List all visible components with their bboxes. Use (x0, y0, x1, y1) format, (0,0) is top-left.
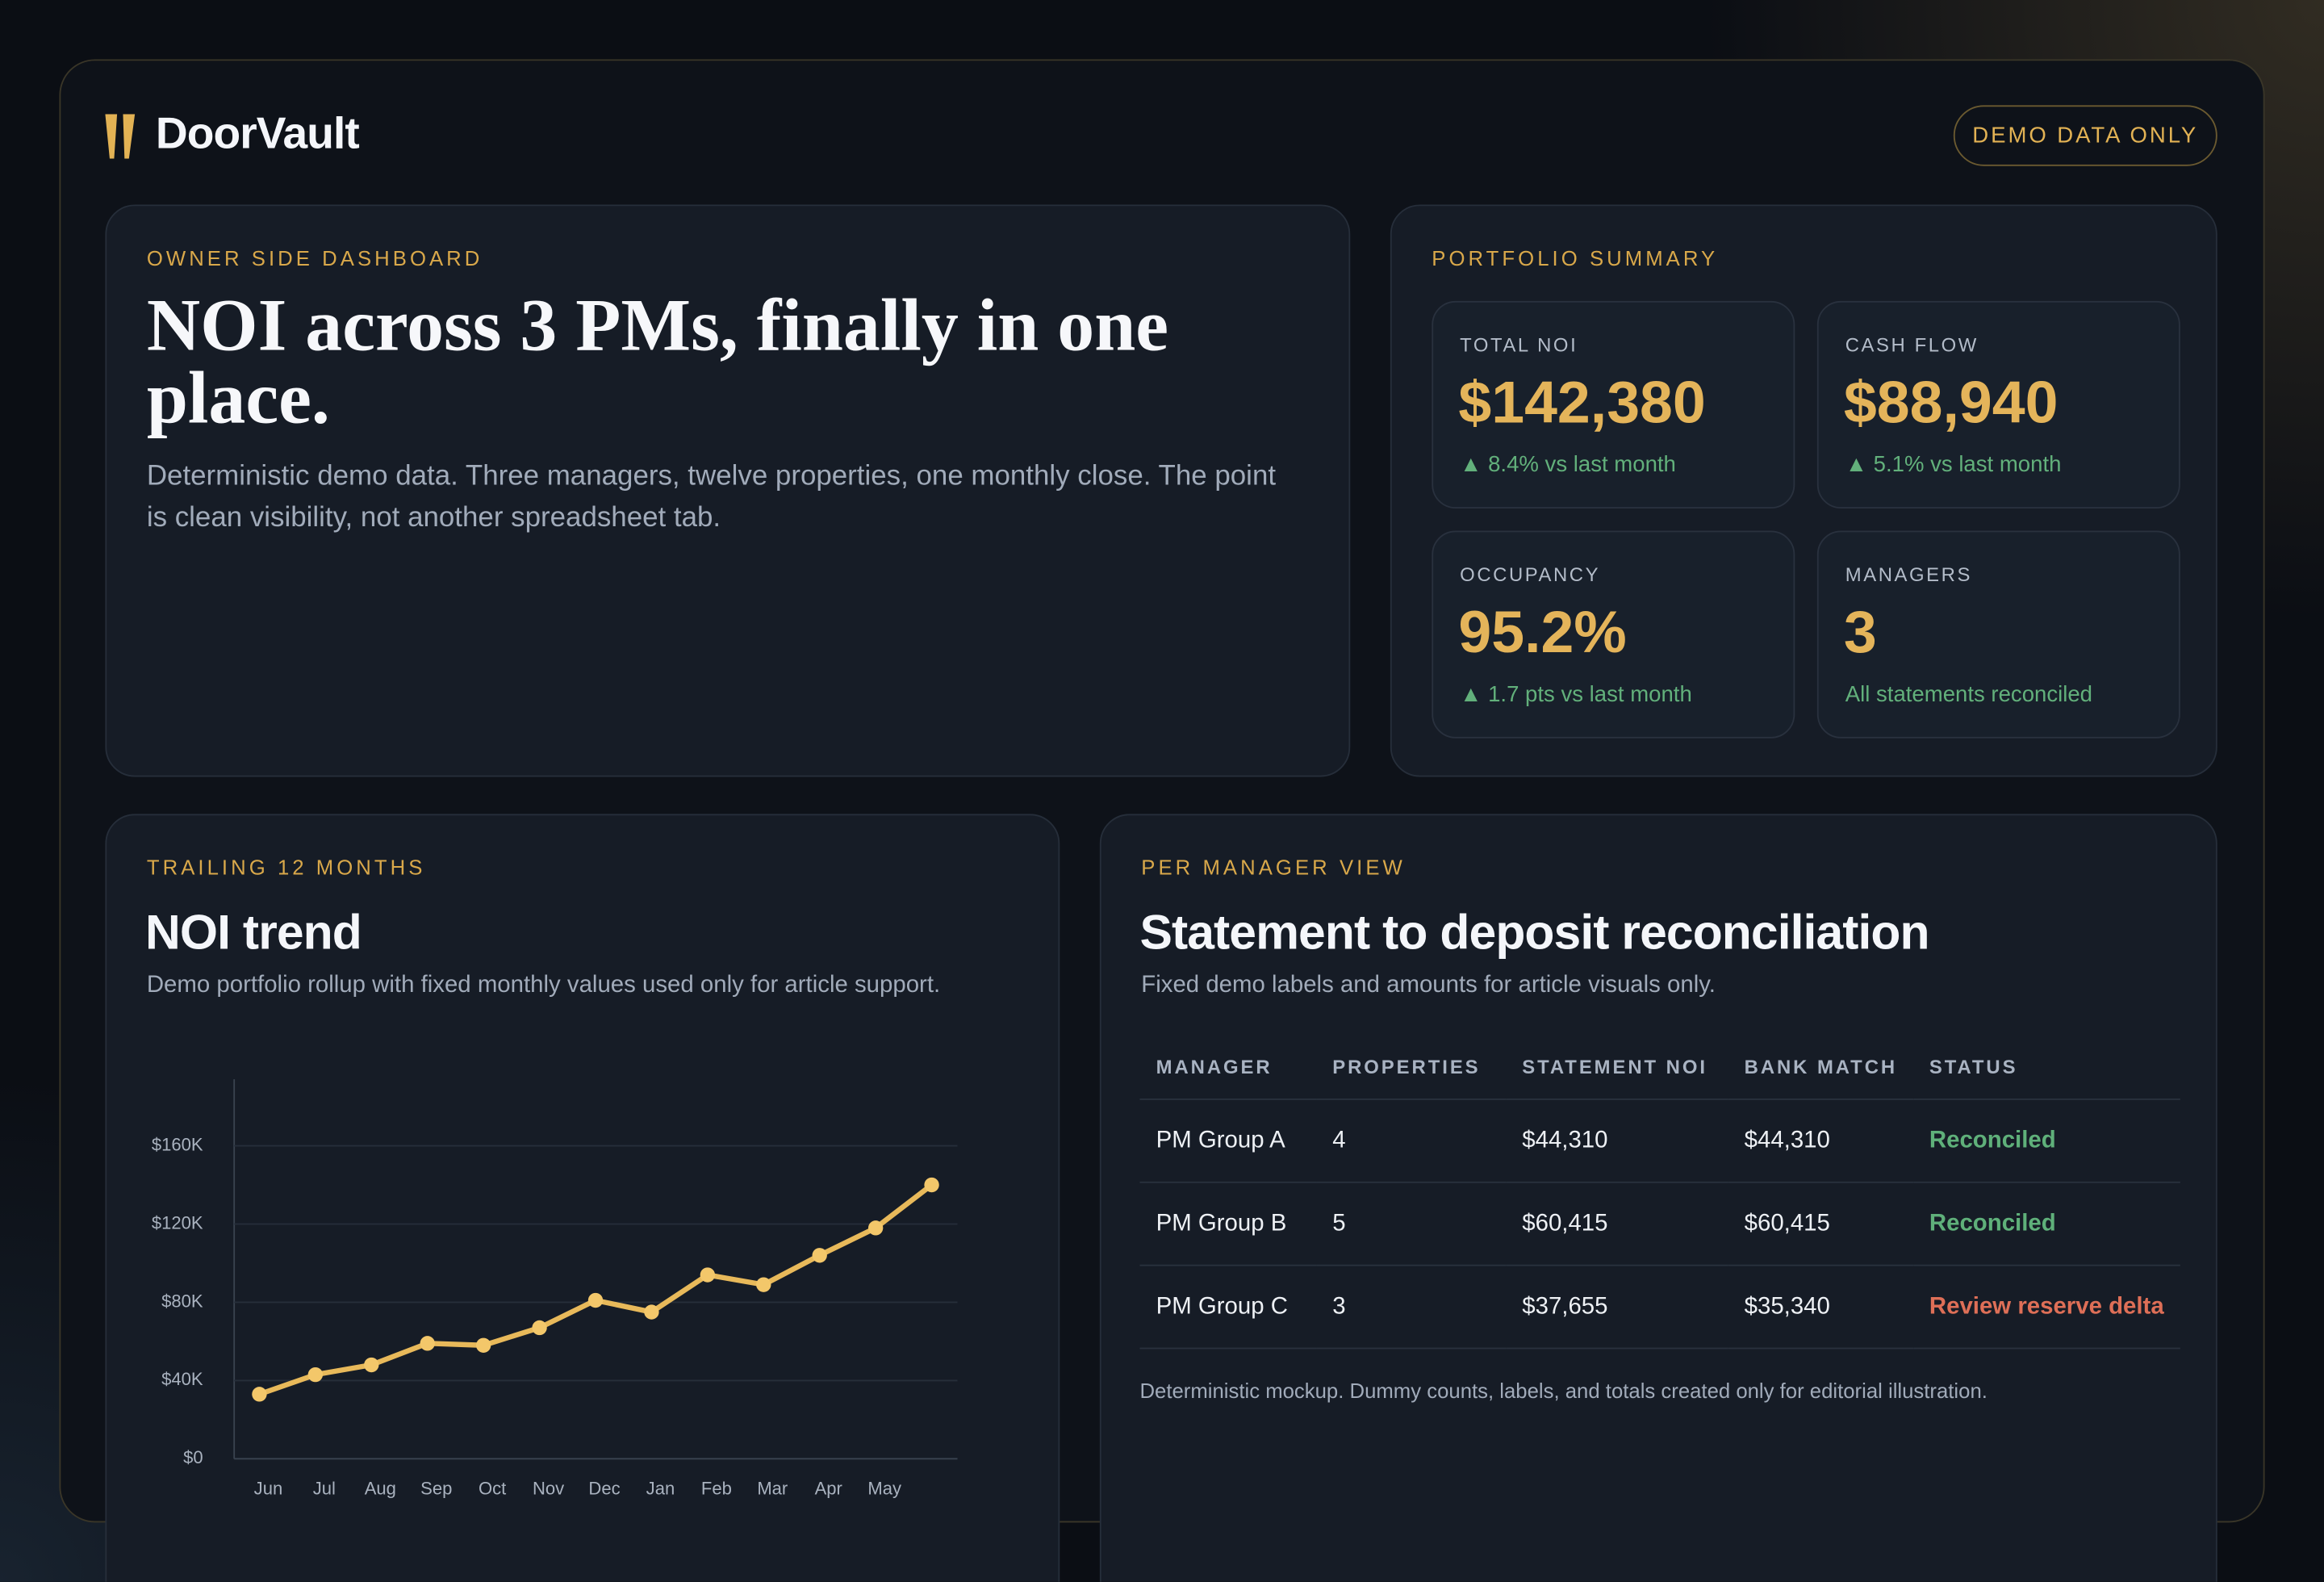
eyebrow: TRAILING 12 MONTHS (146, 855, 426, 880)
cell: $60,415 (1506, 1182, 1728, 1266)
trend-card: TRAILING 12 MONTHS NOI trend Demo portfo… (105, 814, 1060, 1582)
metric-value: 3 (1843, 600, 1877, 666)
metric-note: ▲ 5.1% vs last month (1845, 452, 2062, 478)
x-tick-label: Feb (701, 1479, 732, 1499)
status: Reconciled (1912, 1099, 2180, 1183)
metric-label: OCCUPANCY (1460, 563, 1601, 586)
chart-title: NOI trend (145, 904, 362, 960)
cell: 3 (1316, 1265, 1507, 1350)
hero-title: NOI across 3 PMs, finally in one place. (146, 282, 1169, 439)
cell: 4 (1316, 1099, 1507, 1183)
table-title: Statement to deposit reconciliation (1139, 904, 1929, 960)
status: Review reserve delta (1912, 1265, 2180, 1350)
metric-value: $88,940 (1843, 370, 2059, 437)
column-header: BANK MATCH (1728, 1035, 1913, 1100)
cell: PM Group C (1139, 1265, 1317, 1350)
x-tick-label: Aug (365, 1479, 396, 1499)
cell: $44,310 (1506, 1099, 1728, 1183)
point (924, 1177, 939, 1193)
x-tick-label: Jul (313, 1479, 336, 1499)
metric-card: CASH FLOW $88,940 ▲ 5.1% vs last month (1816, 300, 2180, 509)
metric-card: TOTAL NOI $142,380 ▲ 8.4% vs last month (1432, 300, 1795, 509)
point (252, 1387, 267, 1402)
point (812, 1248, 827, 1263)
cell: PM Group A (1139, 1099, 1317, 1183)
x-tick-label: Sep (420, 1479, 452, 1499)
y-tick-label: $160K (152, 1134, 203, 1154)
eyebrow: PORTFOLIO SUMMARY (1432, 245, 1719, 270)
metric-note: ▲ 8.4% vs last month (1460, 452, 1676, 478)
cell: $44,310 (1728, 1099, 1913, 1183)
y-tick-label: $80K (161, 1291, 203, 1311)
x-tick-label: Jun (254, 1479, 283, 1499)
metric-note: ▲ 1.7 pts vs last month (1460, 681, 1692, 708)
table-card: PER MANAGER VIEW Statement to deposit re… (1099, 814, 2217, 1582)
x-tick-label: Oct (479, 1479, 506, 1499)
logo (105, 114, 136, 159)
column-header: STATUS (1912, 1035, 2180, 1100)
x-tick-label: Apr (815, 1479, 842, 1499)
metric-label: MANAGERS (1845, 563, 1972, 586)
point (532, 1320, 547, 1336)
y-tick-label: $120K (152, 1212, 203, 1233)
footnote: Deterministic mockup. Dummy counts, labe… (1139, 1379, 1988, 1403)
table-row: PM Group B 5 $60,415 $60,415 Reconciled (1139, 1182, 2180, 1266)
table-subtitle: Fixed demo labels and amounts for articl… (1141, 972, 1716, 998)
metric-note: All statements reconciled (1845, 681, 2093, 708)
y-tick-label: $0 (183, 1447, 203, 1467)
x-tick-label: Nov (533, 1479, 564, 1499)
point (644, 1304, 659, 1320)
cell: 5 (1316, 1182, 1507, 1266)
table-row: PM Group A 4 $44,310 $44,310 Reconciled (1139, 1099, 2180, 1183)
metric-value: 95.2% (1458, 600, 1627, 666)
hero-body: Deterministic demo data. Three managers,… (146, 461, 1277, 534)
cell: $35,340 (1728, 1265, 1913, 1350)
x-tick-label: Jan (646, 1479, 675, 1499)
column-header: PROPERTIES (1316, 1035, 1507, 1100)
chart: $0 $40K $80K $120K $160K Jun Jul Aug Sep Oct Nov De… (152, 1079, 958, 1499)
cell: PM Group B (1139, 1182, 1317, 1266)
y-tick-label: $40K (161, 1369, 203, 1389)
hero-card: OWNER SIDE DASHBOARD NOI across 3 PMs, f… (105, 204, 1351, 777)
cell: $37,655 (1506, 1265, 1728, 1350)
line (258, 1182, 934, 1397)
eyebrow: OWNER SIDE DASHBOARD (146, 245, 483, 270)
table-body: PM Group A 4 $44,310 $44,310 Reconciled PM Gr… (1139, 1099, 2180, 1350)
point (307, 1366, 324, 1383)
point (475, 1337, 491, 1353)
metric-card: MANAGERS 3 All statements reconciled (1816, 530, 2180, 739)
chart-subtitle: Demo portfolio rollup with fixed monthly… (146, 972, 941, 998)
column-header: MANAGER (1139, 1035, 1317, 1100)
point (756, 1277, 771, 1292)
column-header: STATEMENT NOI (1506, 1035, 1728, 1100)
metric-label: TOTAL NOI (1460, 333, 1578, 356)
point (364, 1357, 379, 1373)
metric-label: CASH FLOW (1845, 333, 1979, 356)
summary-card: PORTFOLIO SUMMARY TOTAL NOI $142,380 ▲ 8.4… (1390, 204, 2217, 777)
point (587, 1292, 604, 1308)
cell: $60,415 (1728, 1182, 1913, 1266)
metric-card: OCCUPANCY 95.2% ▲ 1.7 pts vs last month (1432, 530, 1795, 739)
point (420, 1336, 435, 1351)
brand: DoorVault (155, 109, 360, 159)
header-row: MANAGER PROPERTIES STATEMENT NOI BANK MATCH… (1139, 1035, 2180, 1100)
point (700, 1267, 716, 1283)
eyebrow: PER MANAGER VIEW (1141, 855, 1406, 880)
table: MANAGER PROPERTIES STATEMENT NOI BANK MATCH… (1139, 1035, 2180, 1350)
x-tick-label: May (867, 1479, 901, 1499)
x-tick-label: Mar (757, 1479, 788, 1499)
table-row: PM Group C 3 $37,655 $35,340 Review reserve … (1139, 1265, 2180, 1350)
status: Reconciled (1912, 1182, 2180, 1266)
point (867, 1220, 884, 1236)
badge: DEMO DATA ONLY (1953, 105, 2217, 166)
metric-value: $142,380 (1458, 370, 1706, 437)
x-tick-label: Dec (588, 1479, 620, 1499)
